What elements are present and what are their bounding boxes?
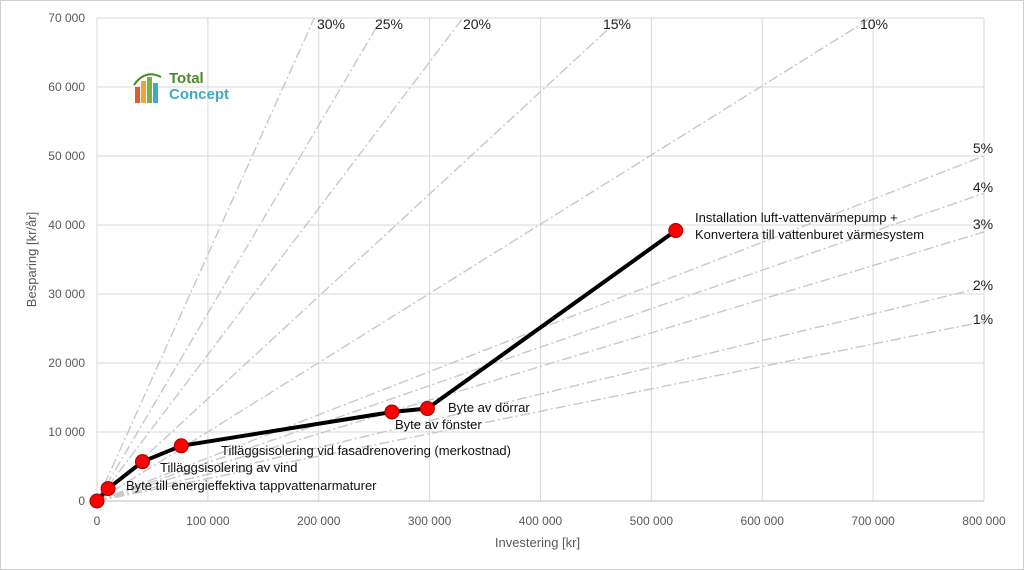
y-tick-label: 40 000 — [48, 218, 85, 232]
x-tick-label: 500 000 — [630, 514, 674, 528]
reference-line — [96, 17, 383, 502]
x-tick-label: 200 000 — [297, 514, 341, 528]
reference-line-label: 10% — [860, 16, 888, 32]
data-point — [419, 401, 435, 417]
reference-line-label: 30% — [317, 16, 345, 32]
reference-line — [96, 231, 985, 502]
data-label: Byte till energieffektiva tappvattenarma… — [126, 478, 377, 493]
y-tick-label: 30 000 — [48, 287, 85, 301]
y-axis-title: Besparing [kr/år] — [24, 212, 39, 307]
x-tick-label: 800 000 — [962, 514, 1006, 528]
x-tick-label: 600 000 — [741, 514, 785, 528]
logo-text-line2: Concept — [169, 86, 229, 103]
reference-line — [96, 17, 464, 502]
data-point — [384, 404, 400, 420]
data-point — [89, 493, 105, 509]
reference-line-label: 2% — [973, 277, 993, 293]
y-tick-label: 60 000 — [48, 80, 85, 94]
reference-line-label: 4% — [973, 179, 993, 195]
logo-text-line1: Total — [169, 70, 204, 87]
total-concept-logo: Total Concept — [131, 65, 241, 109]
x-tick-label: 0 — [94, 514, 101, 528]
y-tick-label: 10 000 — [48, 425, 85, 439]
data-label: Byte av fönster — [395, 417, 482, 432]
data-point — [134, 454, 150, 470]
reference-line — [96, 320, 985, 502]
reference-line-label: 15% — [603, 16, 631, 32]
x-tick-label: 400 000 — [519, 514, 563, 528]
x-axis-title: Investering [kr] — [495, 535, 580, 550]
reference-line — [96, 17, 315, 502]
data-label: Tilläggsisolering vid fasadrenovering (m… — [221, 443, 511, 458]
reference-line — [96, 286, 985, 502]
data-label: Installation luft-vattenvärmepump + Konve… — [695, 210, 924, 242]
data-point — [100, 481, 116, 497]
logo-icon — [133, 73, 162, 103]
reference-line-label: 20% — [463, 16, 491, 32]
y-tick-label: 70 000 — [48, 11, 85, 25]
data-label: Byte av dörrar — [448, 400, 530, 415]
reference-line-label: 1% — [973, 311, 993, 327]
reference-line-label: 5% — [973, 140, 993, 156]
y-tick-label: 0 — [78, 494, 85, 508]
data-point — [668, 223, 684, 239]
reference-line — [96, 17, 872, 502]
x-tick-label: 300 000 — [408, 514, 452, 528]
reference-line-label: 3% — [973, 216, 993, 232]
data-point — [173, 438, 189, 454]
reference-line-label: 25% — [375, 16, 403, 32]
y-tick-label: 20 000 — [48, 356, 85, 370]
reference-line — [96, 192, 985, 502]
reference-line — [96, 17, 621, 502]
data-label: Tilläggsisolering av vind — [160, 460, 298, 475]
y-tick-label: 50 000 — [48, 149, 85, 163]
x-tick-label: 700 000 — [851, 514, 895, 528]
x-tick-label: 100 000 — [186, 514, 230, 528]
